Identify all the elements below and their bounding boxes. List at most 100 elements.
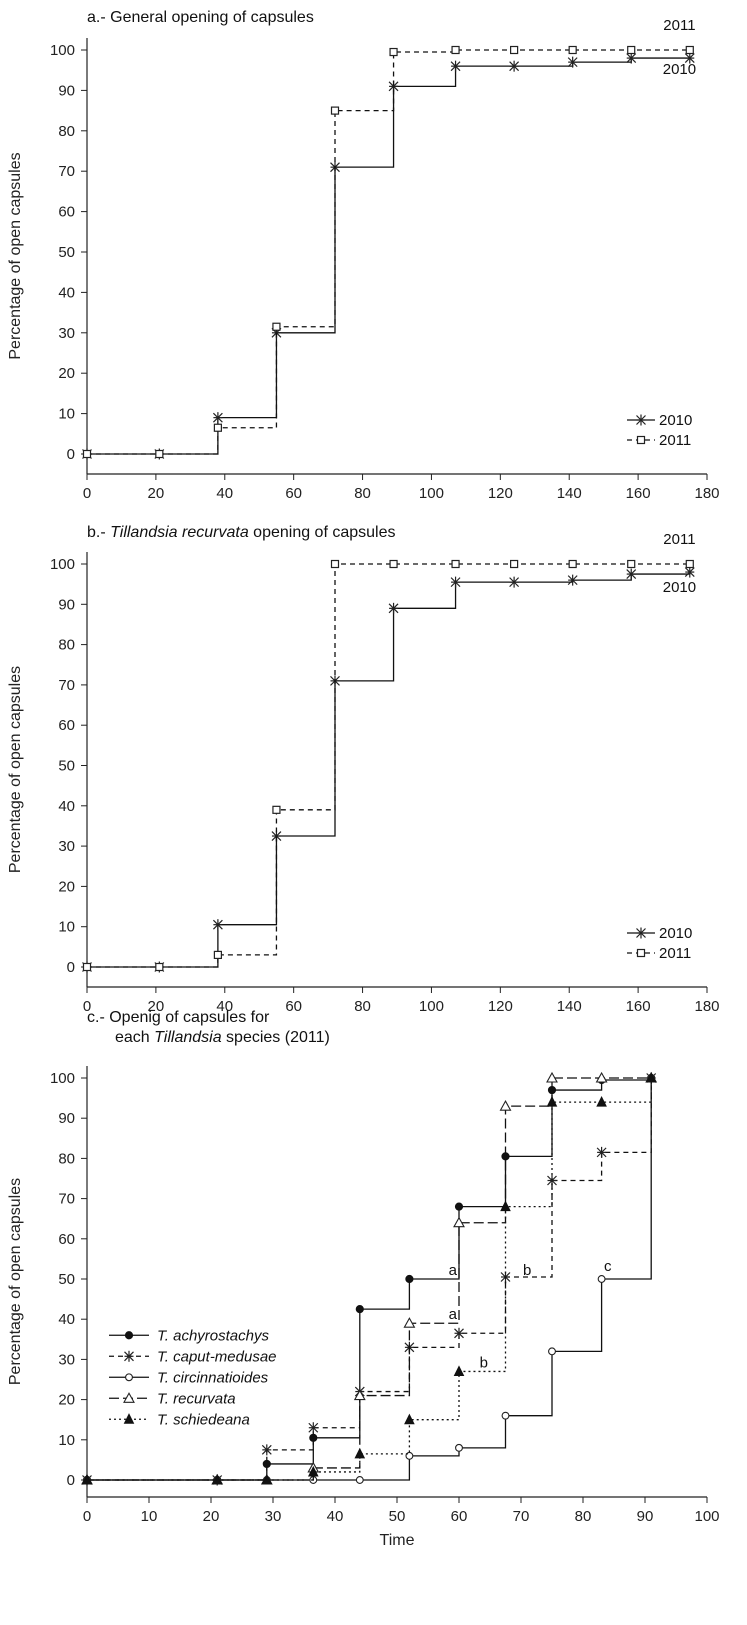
series-0-point xyxy=(450,576,461,588)
y-tick-label: 40 xyxy=(58,1311,75,1328)
y-tick-label: 0 xyxy=(67,1472,75,1489)
annotation-label: a xyxy=(449,1306,458,1323)
x-tick-label: 160 xyxy=(626,998,651,1015)
series-1-point xyxy=(389,559,398,569)
series-0-point xyxy=(684,566,695,578)
chart-title: b.- Tillandsia recurvata opening of caps… xyxy=(87,524,396,541)
series-1-point xyxy=(330,559,340,569)
legend-marker-0 xyxy=(124,1331,134,1340)
series-0-point xyxy=(388,602,399,614)
legend-marker-0 xyxy=(636,414,646,426)
series-4-point xyxy=(81,1473,93,1485)
series-1-point xyxy=(389,47,398,57)
y-tick-label: 30 xyxy=(58,325,75,342)
x-tick-label: 50 xyxy=(389,1508,406,1525)
y-tick-label: 40 xyxy=(58,798,75,815)
y-tick-label: 70 xyxy=(58,677,75,694)
annotation-label: a xyxy=(449,1262,458,1279)
series-3-point xyxy=(403,1317,416,1328)
series-4-point xyxy=(307,1465,319,1477)
legend-label: 2011 xyxy=(659,945,691,962)
series-1-point xyxy=(510,559,519,569)
title-line2-italic: Tillandsia xyxy=(154,1029,222,1046)
y-tick-label: 0 xyxy=(67,446,75,463)
series-3-point xyxy=(595,1071,608,1083)
y-axis-label: Percentage of open capsules xyxy=(7,666,24,873)
y-tick-label: 50 xyxy=(58,758,75,775)
series-line-1 xyxy=(87,563,690,968)
legend-label: T. caput-medusae xyxy=(157,1348,277,1365)
x-tick-label: 40 xyxy=(216,485,233,502)
y-tick-label: 70 xyxy=(58,163,75,180)
series-line-0 xyxy=(87,572,691,968)
y-tick-label: 30 xyxy=(58,1351,75,1368)
y-tick-label: 80 xyxy=(58,1150,75,1167)
series-line-0 xyxy=(87,1078,652,1481)
x-tick-label: 160 xyxy=(626,485,651,502)
x-tick-label: 20 xyxy=(148,485,165,502)
annotation-label: b xyxy=(523,1262,531,1279)
series-0-point xyxy=(626,52,637,64)
series-0-point xyxy=(567,56,578,68)
series-0-point xyxy=(212,919,223,931)
x-tick-label: 70 xyxy=(513,1508,530,1525)
series-1-point xyxy=(272,322,281,331)
series-1-point xyxy=(213,423,222,432)
series-0-point xyxy=(626,568,637,580)
x-tick-label: 60 xyxy=(285,485,302,502)
y-tick-label: 0 xyxy=(67,959,75,976)
legend-marker-4 xyxy=(123,1413,135,1424)
y-tick-label: 90 xyxy=(58,1110,75,1127)
series-3-point xyxy=(453,1216,465,1228)
series-0-point xyxy=(509,576,520,588)
y-tick-label: 90 xyxy=(58,82,75,99)
series-1-point xyxy=(510,45,519,55)
x-tick-label: 20 xyxy=(148,998,165,1015)
series-4-point xyxy=(500,1200,511,1212)
annotation-label: c xyxy=(604,1258,612,1275)
legend-label: T. achyrostachys xyxy=(157,1327,269,1344)
chart-panel-0: 0 20 40 60 80 100 120 140 160 180 0 10 20 30 40 50 60 70 8… xyxy=(7,9,720,502)
x-tick-label: 140 xyxy=(557,485,582,502)
y-tick-label: 60 xyxy=(58,717,75,734)
title-line2-post: species (2011) xyxy=(222,1029,330,1046)
x-tick-label: 60 xyxy=(285,998,302,1015)
series-line-0 xyxy=(87,57,690,455)
y-tick-label: 90 xyxy=(58,596,75,613)
legend-marker-1 xyxy=(636,948,646,958)
series-1-point xyxy=(451,45,460,55)
series-4-point xyxy=(404,1413,415,1425)
y-axis-label: Percentage of open capsules xyxy=(7,152,24,359)
series-0-point xyxy=(509,60,520,72)
y-tick-label: 100 xyxy=(50,556,75,573)
series-2-point xyxy=(597,1275,606,1283)
y-tick-label: 100 xyxy=(50,1070,75,1087)
series-4-point xyxy=(261,1473,273,1485)
y-axis-label: Percentage of open capsules xyxy=(7,1178,24,1385)
x-tick-label: 180 xyxy=(694,485,719,502)
title-part: b.- xyxy=(87,524,110,541)
x-tick-label: 20 xyxy=(203,1508,220,1525)
y-tick-label: 100 xyxy=(50,42,75,59)
series-1-point xyxy=(451,559,460,569)
legend-marker-0 xyxy=(636,927,646,939)
x-tick-label: 100 xyxy=(694,1508,719,1525)
y-tick-label: 10 xyxy=(58,1432,75,1449)
series-4-point xyxy=(546,1096,558,1107)
legend-label: T. schiedeana xyxy=(157,1411,250,1428)
series-1-point xyxy=(568,559,577,569)
y-tick-label: 10 xyxy=(58,919,75,936)
annotation-label: 2011 xyxy=(663,531,695,548)
series-0-point xyxy=(567,574,578,586)
series-1-point xyxy=(685,559,694,569)
series-line-1 xyxy=(87,1078,652,1481)
chart-title: a.- General opening of capsules xyxy=(87,9,314,26)
chart-panel-1: 0 20 40 60 80 100 120 140 160 180 0 10 20 30 40 50 60 70 8… xyxy=(7,524,720,1015)
series-4-point xyxy=(645,1071,657,1083)
y-tick-label: 20 xyxy=(58,365,75,382)
y-tick-label: 70 xyxy=(58,1191,75,1208)
y-tick-label: 40 xyxy=(58,284,75,301)
series-1-point xyxy=(82,449,92,459)
y-tick-label: 30 xyxy=(58,838,75,855)
